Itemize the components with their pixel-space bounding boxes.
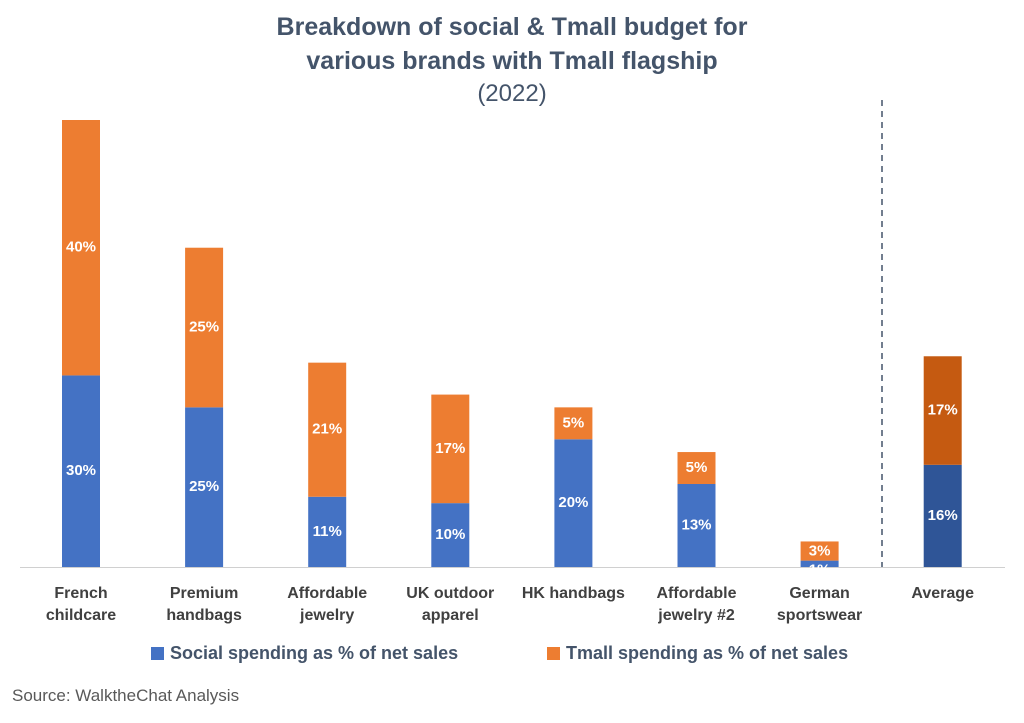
- bar-segment: [431, 394, 470, 504]
- source: Source: WalktheChat Analysis: [12, 686, 240, 705]
- value-label: 16%: [928, 507, 958, 524]
- legend-swatch: [547, 647, 560, 660]
- bar-segment: [800, 560, 839, 567]
- bar-segment: [62, 120, 100, 376]
- x-tick-label: HK handbags: [521, 585, 625, 602]
- value-label: 13%: [681, 516, 711, 533]
- value-label: 25%: [189, 478, 219, 495]
- bar-segment: [431, 503, 470, 567]
- value-label: 17%: [928, 402, 958, 419]
- value-label: 5%: [686, 459, 708, 476]
- value-label: 30%: [66, 462, 96, 479]
- value-label: 17%: [435, 440, 465, 457]
- legend-item: Social spending as % of net sales: [151, 643, 458, 664]
- value-label: 3%: [809, 542, 831, 559]
- value-label: 1%: [809, 562, 831, 579]
- x-tick-label: Affordable jewelry #2: [656, 585, 737, 624]
- bar-segment: [308, 362, 347, 497]
- bar-segment: [554, 407, 593, 440]
- bar-segment: [800, 541, 839, 561]
- x-tick-label: UK outdoor apparel: [406, 585, 495, 624]
- x-tick-label: French childcare: [45, 585, 117, 624]
- bar-segment: [677, 483, 716, 567]
- x-tick-label: Affordable jewelry: [287, 585, 368, 624]
- chart-subtitle: (2022): [477, 80, 547, 107]
- value-label: 20%: [558, 494, 588, 511]
- value-label: 40%: [66, 239, 96, 256]
- value-label: 10%: [435, 526, 465, 543]
- x-tick-label: Average: [911, 585, 974, 602]
- value-label: 25%: [189, 319, 219, 336]
- bar-segment: [308, 496, 347, 567]
- bar-segment: [185, 247, 224, 408]
- legend-label: Tmall spending as % of net sales: [566, 643, 849, 663]
- value-label: 11%: [313, 523, 342, 540]
- value-label: 21%: [312, 421, 342, 438]
- bar-segment: [62, 375, 100, 567]
- value-label: 5%: [563, 414, 585, 431]
- legend-label: Social spending as % of net sales: [170, 643, 459, 663]
- x-tick-label: German sportswear: [776, 585, 863, 624]
- legend-swatch: [151, 647, 164, 660]
- x-tick-label: Premium handbags: [166, 585, 242, 624]
- bar-segment: [677, 452, 716, 484]
- bar-segment: [554, 439, 593, 567]
- bar-segment: [185, 407, 224, 567]
- chart-title: Breakdown of social & Tmall budget for v…: [276, 13, 748, 75]
- bar-segment: [923, 464, 962, 567]
- legend-item: Tmall spending as % of net sales: [547, 643, 848, 664]
- bar-segment: [923, 356, 962, 465]
